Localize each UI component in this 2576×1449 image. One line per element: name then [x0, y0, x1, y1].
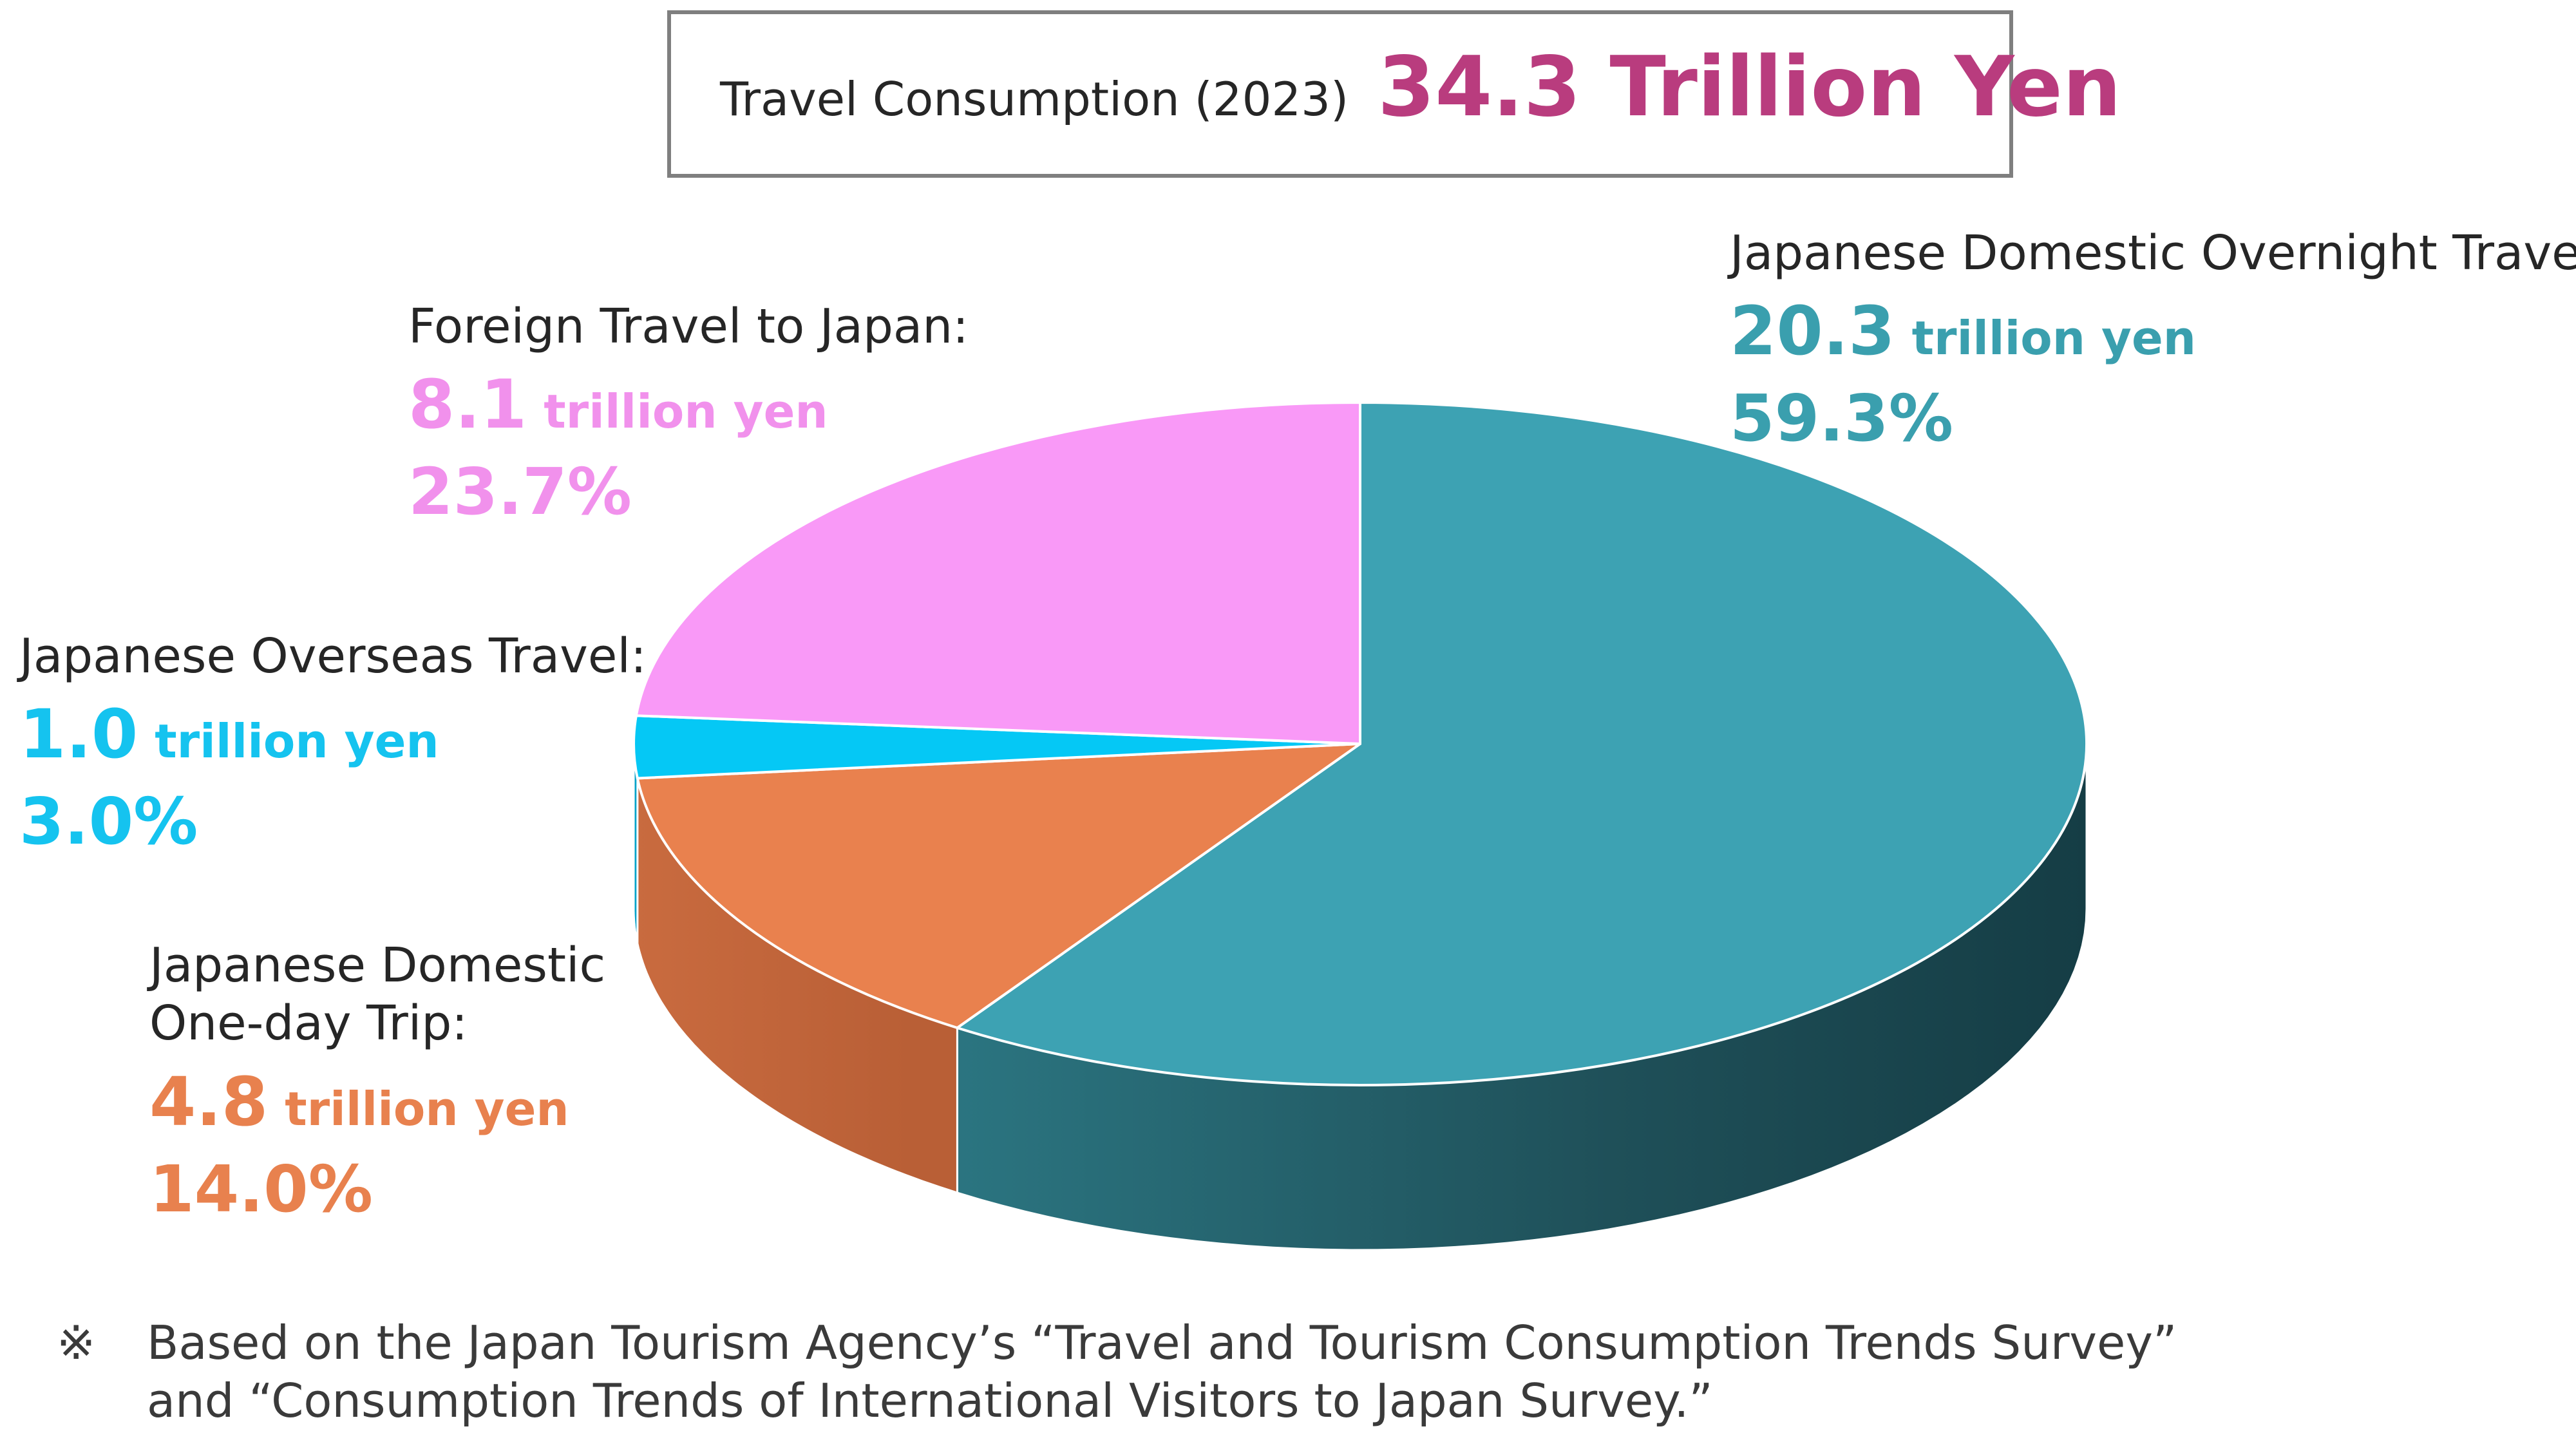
title-box: Travel Consumption (2023) 34.3 Trillion …	[667, 10, 2121, 178]
note-line-1: Based on the Japan Tourism Agency’s “Tra…	[147, 1316, 2177, 1370]
slice-percent: 59.3%	[1730, 381, 1953, 457]
slice-amount-value: 20.3	[1730, 292, 1895, 371]
slice-label-domestic-oneday: Japanese Domestic One-day Trip: 4.8 trill…	[149, 936, 613, 1222]
source-note: ※ Based on the Japan Tourism Agency’s “Tr…	[57, 1314, 2177, 1430]
title-row: Travel Consumption (2023) 34.3 Trillion …	[720, 39, 2121, 135]
slice-amount: 20.3 trillion yen	[1730, 298, 2576, 365]
slice-label-overseas-travel: Japanese Overseas Travel: 1.0 trillion ye…	[19, 627, 647, 854]
slice-label-domestic-overnight: Japanese Domestic Overnight Travel: 20.3…	[1730, 224, 2576, 451]
slice-amount-value: 1.0	[19, 695, 138, 774]
pie-chart	[632, 401, 2088, 1251]
slice-name: Japanese Overseas Travel:	[19, 629, 647, 684]
slice-percent: 23.7%	[408, 454, 632, 530]
note-mark: ※	[57, 1316, 96, 1370]
slice-domestic-oneday	[636, 743, 1361, 1029]
slice-percent: 3.0%	[19, 784, 198, 860]
slice-amount-value: 8.1	[408, 365, 527, 444]
slice-amount: 8.1 trillion yen	[408, 371, 969, 438]
slice-amount-unit: trillion yen	[544, 384, 828, 439]
slice-amount-unit: trillion yen	[285, 1081, 569, 1136]
slice-name: Japanese Domestic Overnight Travel:	[1730, 225, 2576, 281]
chart-title: Travel Consumption (2023)	[720, 72, 1349, 126]
slice-name: Foreign Travel to Japan:	[408, 299, 969, 354]
slice-amount-unit: trillion yen	[1911, 311, 2197, 366]
pie-tops	[632, 401, 2088, 1086]
slice-amount: 4.8 trillion yen	[149, 1068, 613, 1135]
slice-domestic-overnight	[956, 401, 2088, 1086]
slice-label-foreign-travel: Foreign Travel to Japan: 8.1 trillion yen…	[408, 298, 969, 524]
slice-amount: 1.0 trillion yen	[19, 701, 647, 768]
slice-amount-value: 4.8	[149, 1062, 269, 1141]
slice-percent: 14.0%	[149, 1151, 373, 1227]
slice-foreign-travel	[634, 401, 1361, 745]
chart-total: 34.3 Trillion Yen	[1378, 39, 2121, 135]
slice-name: Japanese Domestic One-day Trip:	[149, 938, 606, 1052]
slice-amount-unit: trillion yen	[155, 714, 439, 769]
note-line-2: and “Consumption Trends of International…	[147, 1374, 1713, 1428]
